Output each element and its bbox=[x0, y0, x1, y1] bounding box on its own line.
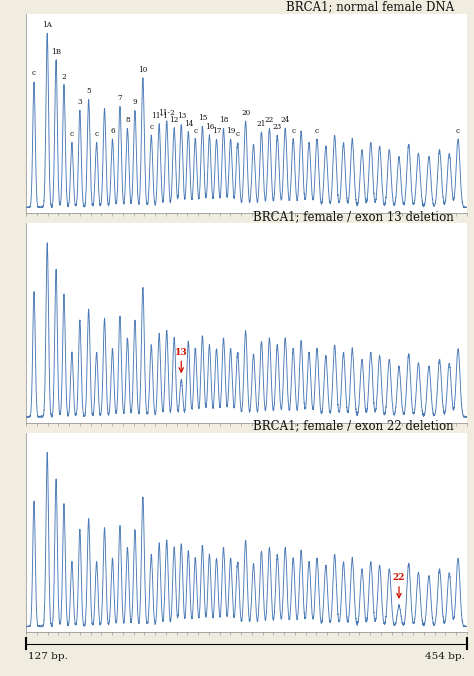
Text: 7: 7 bbox=[118, 95, 122, 103]
Text: c: c bbox=[94, 130, 99, 139]
Text: 19: 19 bbox=[226, 127, 235, 135]
Text: 3: 3 bbox=[78, 98, 82, 106]
Text: 16: 16 bbox=[205, 123, 214, 131]
Text: 23: 23 bbox=[273, 123, 282, 131]
Text: c: c bbox=[456, 127, 460, 135]
Text: 14: 14 bbox=[183, 120, 193, 128]
Text: c: c bbox=[193, 127, 197, 135]
Text: 2: 2 bbox=[62, 73, 66, 81]
Text: 12: 12 bbox=[170, 116, 179, 124]
Text: BRCA1; normal female DNA: BRCA1; normal female DNA bbox=[285, 1, 454, 14]
Text: 11-1: 11-1 bbox=[151, 112, 168, 120]
Text: 127 bp.: 127 bp. bbox=[28, 652, 68, 661]
Text: c: c bbox=[149, 123, 153, 131]
Text: 17: 17 bbox=[212, 127, 221, 135]
Text: c: c bbox=[236, 130, 240, 139]
Text: 1B: 1B bbox=[51, 48, 61, 55]
Text: 9: 9 bbox=[133, 98, 137, 106]
Text: c: c bbox=[32, 70, 36, 77]
Text: BRCA1; female / exon 13 deletion: BRCA1; female / exon 13 deletion bbox=[253, 210, 454, 223]
Text: 13: 13 bbox=[175, 347, 188, 356]
Text: 5: 5 bbox=[86, 87, 91, 95]
Text: 20: 20 bbox=[241, 109, 250, 117]
Text: 6: 6 bbox=[110, 127, 115, 135]
Text: 8: 8 bbox=[125, 116, 130, 124]
Text: 22: 22 bbox=[393, 573, 405, 582]
Text: 10: 10 bbox=[138, 66, 147, 74]
Text: 13: 13 bbox=[177, 112, 186, 120]
Text: 11-2: 11-2 bbox=[158, 109, 175, 117]
Text: 454 bp.: 454 bp. bbox=[425, 652, 465, 661]
Text: 18: 18 bbox=[219, 116, 228, 124]
Text: c: c bbox=[70, 130, 74, 139]
Text: 21: 21 bbox=[257, 120, 266, 128]
Text: c: c bbox=[315, 127, 319, 135]
Text: c: c bbox=[291, 127, 295, 135]
Text: 22: 22 bbox=[265, 116, 274, 124]
Text: 15: 15 bbox=[198, 114, 207, 122]
Text: 24: 24 bbox=[281, 116, 290, 124]
Text: BRCA1; female / exon 22 deletion: BRCA1; female / exon 22 deletion bbox=[253, 420, 454, 433]
Text: 1A: 1A bbox=[42, 21, 52, 29]
